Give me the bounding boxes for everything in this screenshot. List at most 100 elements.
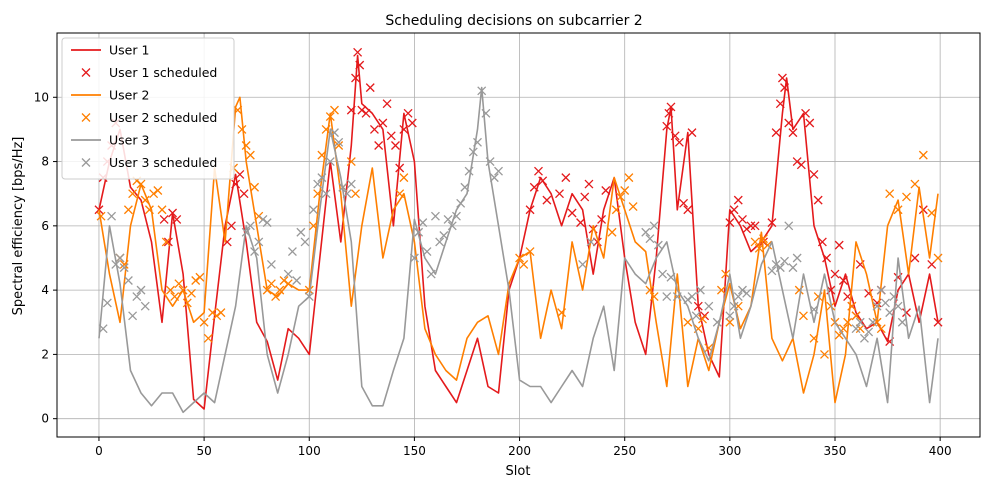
- scheduled-marker: [704, 301, 714, 311]
- scheduled-marker: [494, 166, 503, 176]
- scheduled-marker: [733, 195, 743, 205]
- scheduled-marker: [321, 189, 331, 199]
- x-tick-label: 150: [403, 444, 426, 458]
- scheduled-marker: [649, 221, 659, 231]
- scheduled-marker: [357, 105, 367, 115]
- y-tick-label: 2: [41, 347, 49, 361]
- scheduled-marker: [763, 240, 773, 250]
- scheduled-marker: [876, 285, 886, 295]
- grid-lines: [57, 33, 980, 437]
- scheduled-marker: [893, 205, 903, 215]
- scheduled-marker: [864, 327, 874, 337]
- scheduled-marker: [271, 292, 281, 302]
- scheduled-marker: [237, 124, 247, 134]
- scheduled-marker: [172, 214, 182, 224]
- scheduled-marker: [729, 205, 739, 215]
- scheduled-marker: [691, 311, 701, 321]
- chart-title: Scheduling decisions on subcarrier 2: [385, 13, 642, 29]
- scheduled-marker: [275, 285, 285, 295]
- scheduled-marker: [767, 266, 777, 276]
- scheduled-marker: [902, 308, 911, 318]
- scheduled-marker: [300, 237, 310, 247]
- y-axis-label: Spectral efficiency [bps/Hz]: [11, 137, 26, 316]
- scheduled-marker: [241, 227, 251, 237]
- scheduled-marker: [241, 141, 251, 150]
- scheduled-marker: [813, 195, 823, 205]
- scheduled-marker: [136, 285, 146, 295]
- scheduled-marker: [525, 247, 535, 257]
- plot-frame: [56, 32, 981, 438]
- scheduled-marker: [304, 285, 314, 295]
- scheduled-marker: [777, 73, 787, 83]
- scheduled-marker: [910, 179, 920, 189]
- scheduled-marker: [670, 131, 680, 141]
- x-axis-label: Slot: [506, 464, 531, 479]
- scheduled-marker: [843, 317, 853, 327]
- scheduled-marker: [489, 173, 499, 183]
- legend-frame: [61, 37, 235, 180]
- legend-label: User 1: [109, 43, 149, 58]
- scheduled-marker: [361, 108, 371, 118]
- scheduled-marker: [872, 317, 882, 327]
- legend-marker: [81, 113, 91, 122]
- scheduled-marker: [191, 276, 201, 285]
- legend-item: User 1: [71, 43, 149, 58]
- scheduled-marker: [102, 298, 112, 308]
- scheduled-marker: [435, 237, 445, 247]
- scheduled-marker: [334, 141, 344, 150]
- scheduled-marker: [788, 263, 798, 273]
- scheduled-marker: [208, 308, 217, 318]
- legend-label: User 1 scheduled: [109, 65, 217, 80]
- scheduled-marker: [885, 308, 895, 318]
- scheduled-marker: [698, 314, 707, 324]
- legend-item: User 1 scheduled: [81, 65, 217, 80]
- scheduled-marker: [658, 269, 668, 279]
- scheduled-marker: [933, 317, 943, 327]
- scheduled-marker: [144, 205, 154, 215]
- scheduled-marker: [767, 218, 777, 228]
- scheduled-marker: [317, 173, 327, 183]
- scheduled-marker: [426, 269, 436, 279]
- scheduled-marker: [683, 205, 693, 215]
- x-tick-label: 300: [718, 444, 741, 458]
- scheduled-marker: [851, 311, 861, 321]
- scheduled-marker: [897, 317, 907, 327]
- scheduled-marker: [780, 83, 789, 93]
- scheduled-marker: [738, 214, 747, 224]
- legend-marker: [81, 68, 91, 77]
- scheduled-marker: [601, 186, 611, 195]
- y-tick-label: 10: [34, 90, 49, 104]
- scheduled-marker: [369, 124, 379, 134]
- scheduled-marker: [159, 214, 169, 224]
- scheduled-marker: [759, 234, 768, 244]
- scheduled-marker: [712, 317, 722, 327]
- scheduled-marker: [607, 227, 617, 237]
- scheduled-marker: [128, 189, 138, 199]
- scheduled-marker: [94, 205, 104, 215]
- scheduled-marker: [346, 105, 356, 115]
- scheduled-marker: [933, 253, 943, 263]
- scheduled-marker: [809, 169, 819, 179]
- scheduled-marker: [325, 112, 335, 122]
- scheduled-marker: [557, 308, 567, 318]
- scheduled-marker: [649, 292, 659, 302]
- scheduled-marker: [725, 218, 735, 228]
- scheduled-marker: [403, 108, 413, 118]
- scheduled-marker: [266, 259, 276, 269]
- scheduled-marker: [788, 128, 798, 138]
- scheduled-marker: [784, 221, 794, 231]
- scheduled-marker: [805, 118, 815, 128]
- series-6: [98, 86, 907, 343]
- scheduled-marker: [746, 221, 756, 231]
- scheduled-marker: [195, 272, 205, 282]
- scheduled-marker: [792, 157, 802, 167]
- scheduled-marker: [817, 237, 827, 247]
- scheduled-marker: [254, 237, 264, 247]
- scheduled-marker: [885, 189, 895, 199]
- scheduled-marker: [796, 160, 806, 170]
- scheduled-marker: [168, 208, 178, 218]
- legend-item: User 3: [71, 133, 149, 148]
- scheduled-marker: [868, 317, 878, 327]
- scheduled-marker: [399, 124, 409, 134]
- scheduled-marker: [443, 214, 453, 224]
